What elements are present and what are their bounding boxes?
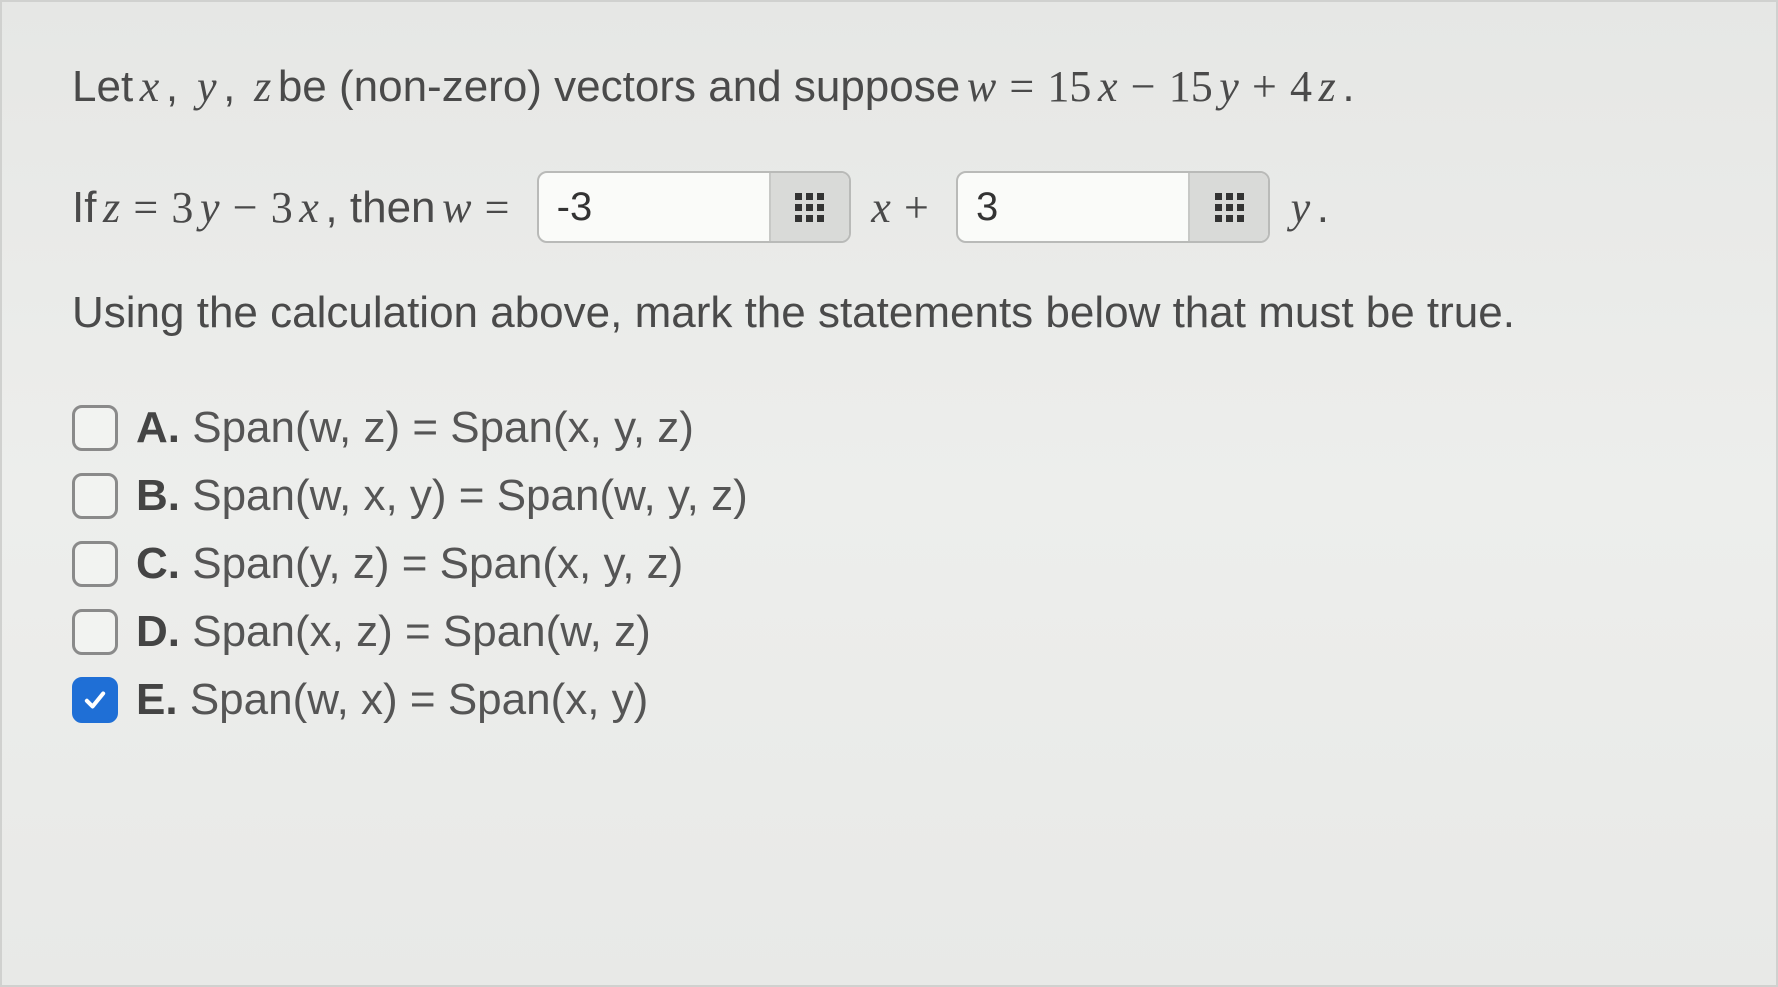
eq1-c3: 4 [1290, 57, 1312, 116]
comma: , [223, 57, 247, 116]
option-checkbox[interactable] [72, 473, 118, 519]
options-list: A. Span(w, z) = Span(x, y, z) B. Span(w, … [72, 403, 1716, 725]
option-checkbox[interactable] [72, 677, 118, 723]
coefficient-y-input[interactable] [958, 173, 1188, 241]
instruction-text: Using the calculation above, mark the st… [72, 283, 1716, 342]
res-tailvar: y [1291, 178, 1311, 237]
eq1-op1: − [1124, 57, 1162, 116]
keypad-icon [795, 193, 824, 222]
eq1-lhs: w [967, 57, 996, 116]
instruction-span: Using the calculation above, mark the st… [72, 283, 1515, 342]
text-then: , then [325, 178, 435, 237]
problem-statement-line2: If z = 3y − 3x , then w = x + [72, 171, 1716, 243]
eq1-v2: y [1219, 57, 1239, 116]
eq1-v1: x [1098, 57, 1118, 116]
eq2-eq: = [127, 178, 165, 237]
res-lhs: w [442, 178, 471, 237]
answer-input-group-2 [956, 171, 1270, 243]
var-z: z [254, 57, 271, 116]
option-label: A. Span(w, z) = Span(x, y, z) [136, 403, 694, 453]
option-checkbox[interactable] [72, 541, 118, 587]
res-midvar: x [871, 178, 891, 237]
eq2-c2: 3 [271, 178, 293, 237]
option-label: C. Span(y, z) = Span(x, y, z) [136, 539, 683, 589]
text-mid: be (non-zero) vectors and suppose [278, 57, 960, 116]
option-checkbox[interactable] [72, 405, 118, 451]
problem-statement-line1: Let x, y, z be (non-zero) vectors and su… [72, 57, 1716, 116]
question-panel: Let x, y, z be (non-zero) vectors and su… [0, 0, 1778, 987]
var-y: y [197, 57, 217, 116]
option-row: D. Span(x, z) = Span(w, z) [72, 607, 1716, 657]
option-row: E. Span(w, x) = Span(x, y) [72, 675, 1716, 725]
option-row: A. Span(w, z) = Span(x, y, z) [72, 403, 1716, 453]
eq2-op1: − [226, 178, 264, 237]
coefficient-x-input[interactable] [539, 173, 769, 241]
eq2-lhs: z [103, 178, 120, 237]
option-label: E. Span(w, x) = Span(x, y) [136, 675, 648, 725]
option-row: C. Span(y, z) = Span(x, y, z) [72, 539, 1716, 589]
option-label: D. Span(x, z) = Span(w, z) [136, 607, 651, 657]
res-midop: + [897, 178, 935, 237]
res-tailpunct: . [1317, 178, 1329, 237]
eq2-v1: y [200, 178, 220, 237]
eq1-c2: 15 [1169, 57, 1213, 116]
eq2-c1: 3 [171, 178, 193, 237]
option-checkbox[interactable] [72, 609, 118, 655]
eq1-eq: = [1003, 57, 1041, 116]
text-if: If [72, 178, 96, 237]
keypad-button-1[interactable] [769, 173, 849, 241]
eq1-op2: + [1245, 57, 1283, 116]
eq1-c1: 15 [1047, 57, 1091, 116]
option-row: B. Span(w, x, y) = Span(w, y, z) [72, 471, 1716, 521]
check-icon [82, 687, 108, 713]
option-label: B. Span(w, x, y) = Span(w, y, z) [136, 471, 748, 521]
comma: , [166, 57, 190, 116]
keypad-icon [1215, 193, 1244, 222]
text-let: Let [72, 57, 133, 116]
res-eq: = [478, 178, 516, 237]
keypad-button-2[interactable] [1188, 173, 1268, 241]
eq2-v2: x [299, 178, 319, 237]
eq1-tail: . [1342, 57, 1354, 116]
eq1-v3: z [1319, 57, 1336, 116]
var-x: x [140, 57, 160, 116]
answer-input-group-1 [537, 171, 851, 243]
